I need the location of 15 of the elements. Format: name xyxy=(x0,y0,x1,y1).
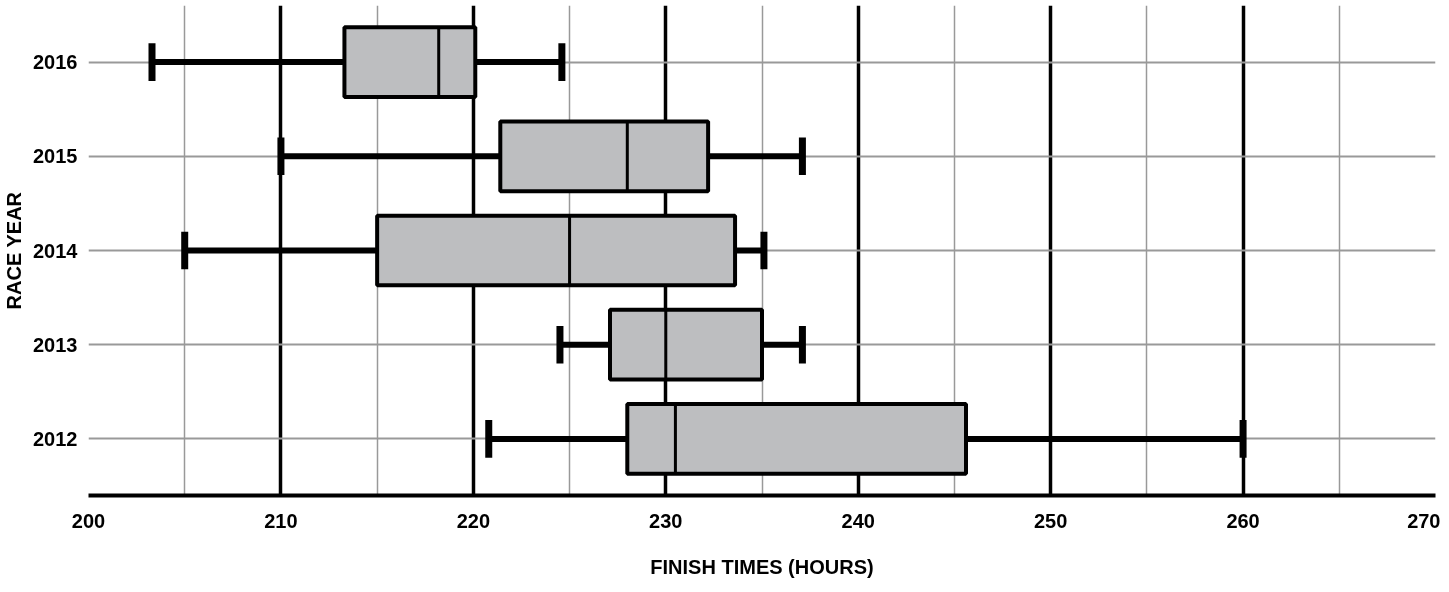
x-tick-label: 200 xyxy=(71,509,106,532)
x-tick-label: 210 xyxy=(264,509,298,532)
x-axis-title: FINISH TIMES (HOURS) xyxy=(650,555,874,578)
x-tick-label: 250 xyxy=(1033,509,1068,532)
y-tick-label: 2016 xyxy=(33,51,78,74)
y-tick-label: 2013 xyxy=(33,333,78,356)
x-tick-label: 260 xyxy=(1226,509,1260,532)
y-tick-label: 2014 xyxy=(33,239,79,262)
x-tick-label: 240 xyxy=(841,509,875,532)
x-tick-label: 270 xyxy=(1407,509,1441,532)
x-tick-label: 220 xyxy=(456,509,491,532)
y-tick-label: 2015 xyxy=(33,145,78,168)
x-tick-label: 230 xyxy=(649,509,683,532)
y-tick-label: 2012 xyxy=(33,427,78,450)
y-axis-title: RACE YEAR xyxy=(3,191,26,310)
